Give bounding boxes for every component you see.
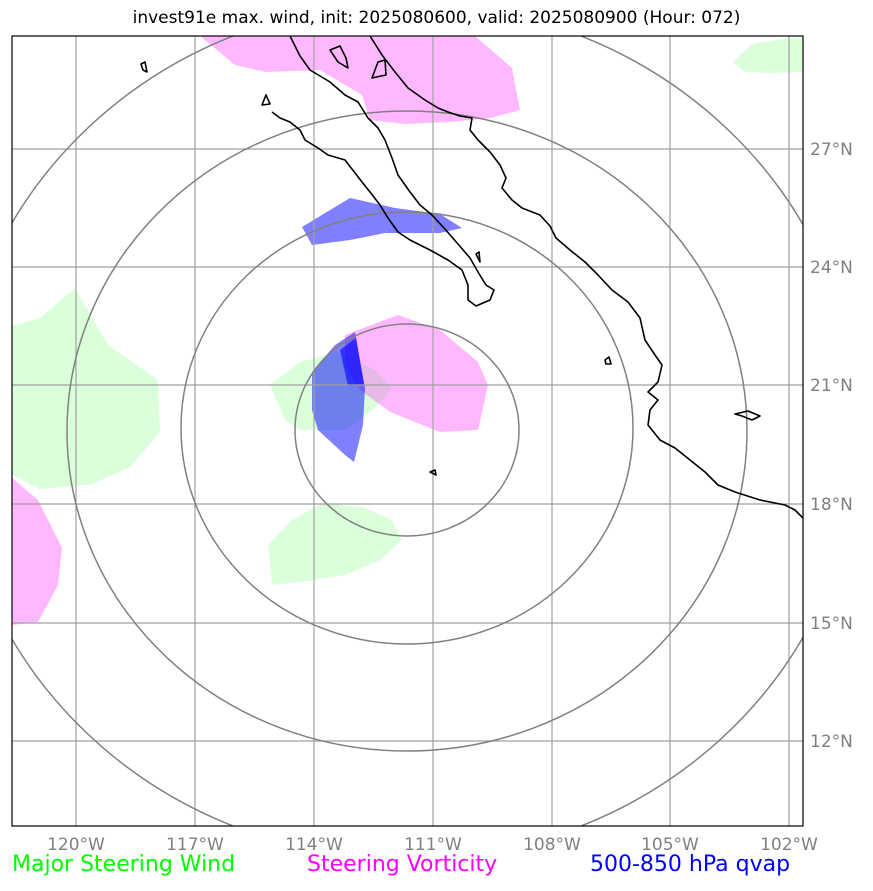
legend-steering-wind: Major Steering Wind [12,852,236,877]
baja-california-east [271,36,495,307]
island-angel-de-la-guarda [329,45,349,69]
gridlines [12,36,803,826]
island-guadalupe [140,61,148,73]
latitude-labels: 27°N 24°N 21°N 18°N 15°N 12°N [810,140,853,752]
vorticity-region-center [345,315,488,432]
island-maria [604,356,612,365]
coastline [140,36,803,519]
islas-tres-marias [734,410,761,421]
lon-label-111: 111°W [404,835,462,855]
island-socorro [429,469,437,476]
plot-title: invest91e max. wind, init: 2025080600, v… [132,8,741,28]
island-tiburon [371,59,387,79]
range-rings [12,36,803,826]
mainland-coast [369,36,803,519]
lon-label-120: 120°W [47,835,105,855]
lat-label-21: 21°N [810,376,853,396]
wind-region-south [268,503,402,585]
lon-label-102: 102°W [760,835,818,855]
wind-region-northeast [733,38,803,73]
vorticity-region-west [12,478,62,625]
range-ring-2 [180,211,634,645]
qvap-shading [302,198,462,462]
longitude-labels: 120°W 117°W 114°W 111°W 108°W 105°W 102°… [47,835,818,855]
island-cerralvo [475,251,481,263]
legend-steering-vorticity: Steering Vorticity [307,852,498,877]
steering-vorticity-shading [12,36,520,625]
lon-label-108: 108°W [523,835,581,855]
lat-label-12: 12°N [810,732,853,752]
lon-label-105: 105°W [641,835,699,855]
qvap-region-core [340,338,364,386]
lon-label-114: 114°W [285,835,343,855]
range-ring-3 [66,110,748,752]
island-cedros [261,94,271,106]
range-ring-1 [294,323,520,537]
lon-label-117: 117°W [166,835,224,855]
map-frame [11,35,804,827]
lat-label-27: 27°N [810,140,853,160]
legend-qvap: 500-850 hPa qvap [590,852,791,877]
qvap-region-north [302,198,462,245]
wind-region-west [12,288,160,489]
lat-label-18: 18°N [810,495,853,515]
legend: Major Steering Wind Steering Vorticity 5… [0,852,873,882]
vorticity-region-north [200,36,520,124]
lat-label-24: 24°N [810,258,853,278]
lat-label-15: 15°N [810,614,853,634]
